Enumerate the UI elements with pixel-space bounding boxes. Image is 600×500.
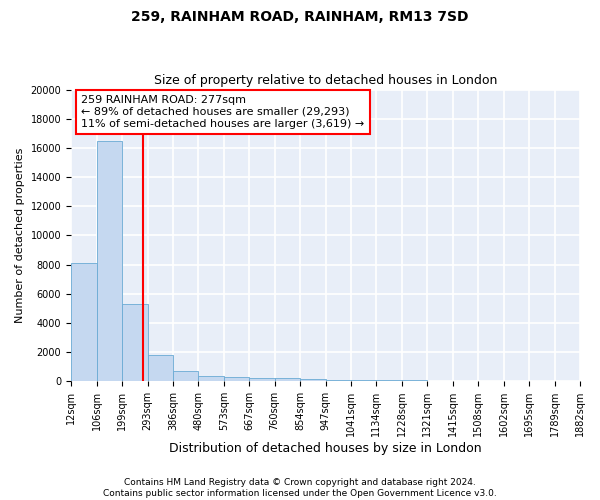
Bar [224, 377, 250, 381]
Bar [148, 355, 173, 381]
Title: Size of property relative to detached houses in London: Size of property relative to detached ho… [154, 74, 497, 87]
Bar [275, 378, 300, 381]
X-axis label: Distribution of detached houses by size in London: Distribution of detached houses by size … [169, 442, 482, 455]
Bar [351, 380, 376, 381]
Text: Contains HM Land Registry data © Crown copyright and database right 2024.
Contai: Contains HM Land Registry data © Crown c… [103, 478, 497, 498]
Bar [300, 379, 326, 381]
Bar [122, 304, 148, 381]
Text: 259, RAINHAM ROAD, RAINHAM, RM13 7SD: 259, RAINHAM ROAD, RAINHAM, RM13 7SD [131, 10, 469, 24]
Bar [199, 376, 224, 381]
Text: 259 RAINHAM ROAD: 277sqm
← 89% of detached houses are smaller (29,293)
11% of se: 259 RAINHAM ROAD: 277sqm ← 89% of detach… [81, 96, 364, 128]
Bar [402, 380, 427, 381]
Y-axis label: Number of detached properties: Number of detached properties [15, 148, 25, 323]
Bar [427, 380, 453, 381]
Bar [173, 371, 199, 381]
Bar [250, 378, 275, 381]
Bar [326, 380, 351, 381]
Bar [97, 140, 122, 381]
Bar [71, 263, 97, 381]
Bar [376, 380, 402, 381]
